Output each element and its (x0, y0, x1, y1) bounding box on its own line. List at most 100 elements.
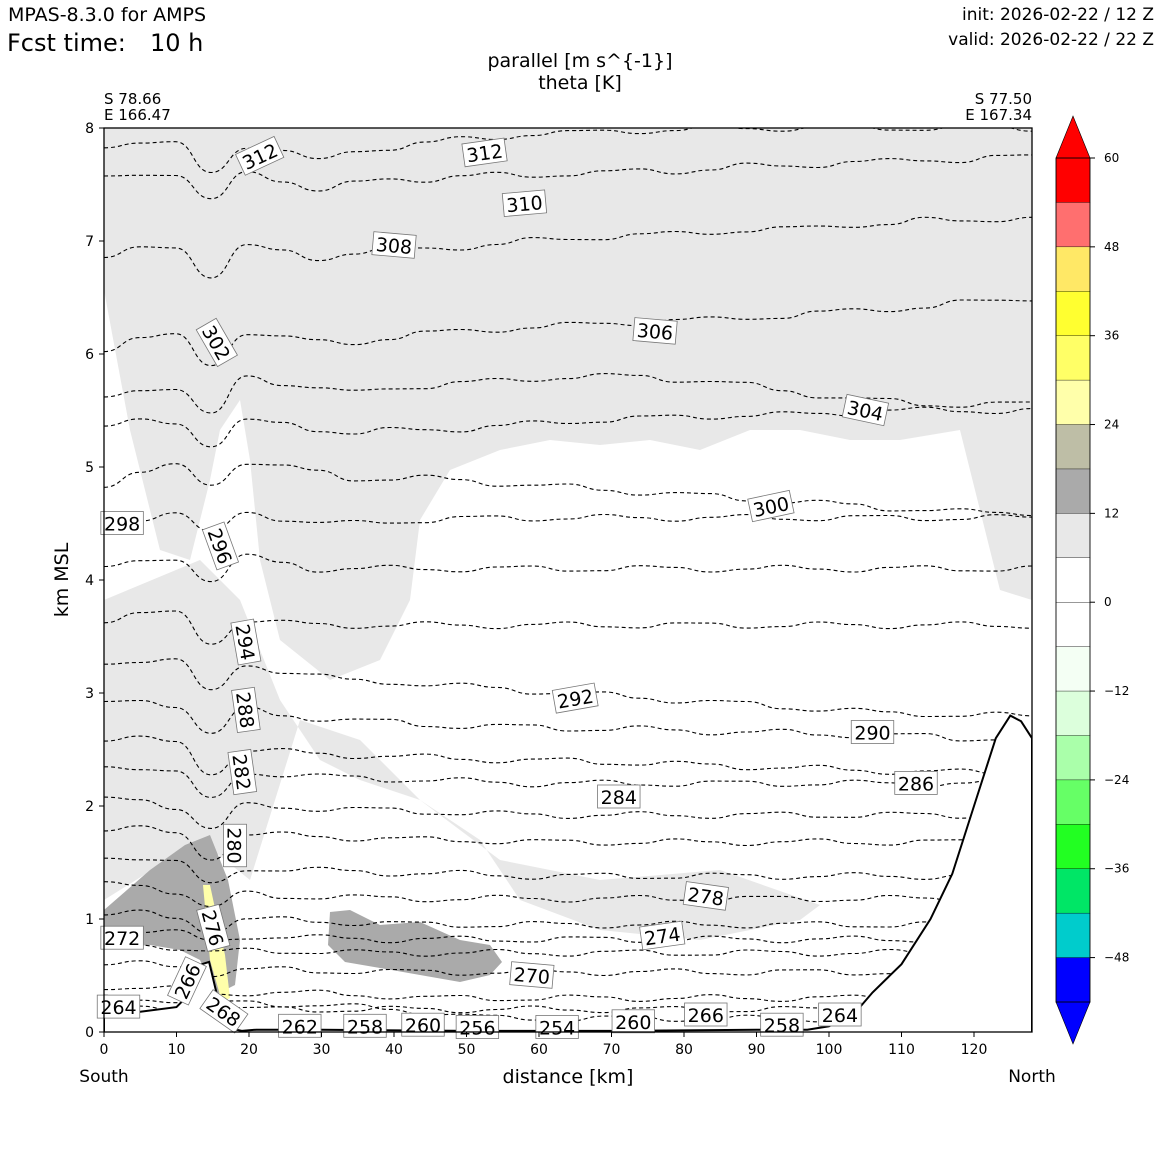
theta-label-284-box (597, 784, 641, 809)
colorbar-bin-9 (1055, 557, 1091, 603)
theta-label-278-box (682, 881, 729, 911)
theta-contour-286 (104, 766, 1032, 798)
theta-label-280-text: 280 (223, 827, 245, 863)
axes: 0 10 20 30 40 50 60 70 80 90 100 110 120 0 1 2 3 4 5 6 7 8 (85, 121, 987, 1058)
theta-label-286-box (894, 771, 938, 795)
theta-label-276-box (196, 903, 231, 952)
colorbar-bin-14 (1055, 779, 1091, 826)
theta-label-288-text: 288 (231, 691, 258, 730)
colorbar-bin-1 (1055, 202, 1091, 248)
theta-inline-label-6-box (611, 1009, 655, 1034)
y-axis-label: km MSL (51, 542, 73, 617)
theta-label-270: 270 (509, 961, 555, 989)
shade-mid-center (328, 910, 502, 982)
theta-label-264: 264 (96, 994, 141, 1019)
y-tick-label-3: 3 (85, 686, 94, 702)
colorbar-extend-min (1055, 1001, 1091, 1045)
x-tick-label-60: 60 (530, 1042, 548, 1058)
theta-contour-296 (104, 553, 1032, 583)
colorbar: 60 48 36 24 12 0 −12 −24 −36 −48 (1055, 115, 1129, 1045)
colorbar-tick-label-6: −12 (1104, 684, 1129, 698)
colorbar-tick-label-2: 36 (1104, 329, 1119, 343)
theta-contour-308 (104, 216, 1032, 279)
theta-inline-label-9-box (818, 1002, 862, 1027)
theta-label-272-text: 272 (104, 928, 140, 950)
y-tick-label-4: 4 (85, 573, 94, 589)
left-end-lat: S 78.66 (104, 90, 161, 108)
model-name: MPAS-8.3.0 for AMPS (8, 4, 207, 26)
colorbar-bin-15 (1055, 824, 1091, 870)
right-direction: North (1008, 1067, 1056, 1087)
theta-label-272: 272 (100, 925, 144, 950)
theta-label-298-box (100, 511, 144, 535)
theta-label-290: 290 (850, 720, 895, 745)
theta-label-274-box (639, 920, 686, 951)
theta-label-274: 274 (639, 920, 686, 951)
theta-inline-label-8: 258 (760, 1012, 804, 1037)
theta-contour-294 (104, 610, 1032, 645)
theta-inline-label-3-text: 260 (405, 1015, 441, 1037)
colorbar-bin-6 (1055, 424, 1091, 470)
theta-label-272-box (100, 925, 144, 950)
theta-inline-label-4: 256 (455, 1015, 500, 1040)
chart-title-line2: theta [K] (538, 72, 622, 94)
theta-label-282-box (227, 748, 258, 796)
theta-label-306-text: 306 (636, 320, 674, 345)
theta-contour-272 (104, 940, 1032, 957)
theta-inline-label-6-text: 260 (615, 1012, 651, 1034)
theta-contour-306 (104, 299, 1032, 367)
theta-label-288: 288 (231, 686, 261, 734)
theta-label-268-box (199, 989, 249, 1034)
theta-label-280: 280 (223, 823, 247, 868)
theta-label-286-text: 286 (898, 773, 934, 795)
theta-label-270-box (509, 961, 555, 989)
theta-contour-312 (104, 128, 1032, 174)
theta-label-308-box (371, 231, 417, 259)
theta-contour-300 (104, 463, 1032, 517)
chart-title-line1: parallel [m s^{-1}] (487, 50, 672, 72)
theta-inline-label-1: 262 (278, 1013, 322, 1038)
colorbar-bin-8 (1055, 513, 1091, 559)
theta-label-292: 292 (551, 682, 599, 714)
y-tick-label-8: 8 (85, 121, 94, 137)
theta-inline-label-4-text: 256 (459, 1018, 495, 1040)
theta-label-310-text: 310 (506, 192, 544, 217)
theta-contour-290 (104, 699, 1032, 742)
colorbar-bin-10 (1055, 602, 1091, 648)
theta-label-298: 298 (100, 511, 144, 536)
theta-label-282-text: 282 (227, 753, 254, 792)
theta-label-292-box (551, 682, 599, 714)
theta-label-270-text: 270 (513, 964, 551, 989)
theta-contour-298 (104, 511, 1032, 532)
theta-label-284-text: 284 (601, 787, 637, 809)
theta-label-300-box (747, 489, 795, 523)
x-tick-label-40: 40 (385, 1042, 403, 1058)
colorbar-tick-label-0: 60 (1104, 151, 1119, 165)
theta-label-288-box (231, 686, 261, 734)
theta-contour-280 (104, 857, 1032, 884)
theta-label-304-box (841, 393, 890, 427)
theta-inline-label-7: 266 (684, 1002, 728, 1027)
theta-contour-282 (104, 825, 1032, 861)
fcst-time-label: Fcst time: (7, 29, 126, 57)
colorbar-tick-label-3: 24 (1104, 418, 1119, 432)
x-tick-label-0: 0 (100, 1042, 109, 1058)
theta-inline-label-0-text: 312 (465, 140, 504, 167)
theta-inline-label-8-text: 258 (764, 1015, 800, 1037)
theta-inline-label-0-box (461, 137, 508, 168)
colorbar-bin-12 (1055, 690, 1091, 737)
theta-inline-label-5: 254 (535, 1015, 579, 1040)
left-direction: South (79, 1067, 128, 1087)
x-tick-label-120: 120 (961, 1042, 988, 1058)
theta-label-294: 294 (230, 618, 262, 666)
y-tick-label-2: 2 (85, 799, 94, 815)
theta-label-296-box (201, 521, 240, 571)
theta-contour-288 (104, 735, 1032, 776)
theta-contour-284 (104, 796, 1032, 829)
theta-inline-label-6: 260 (611, 1009, 655, 1034)
theta-inline-label-9-text: 264 (822, 1005, 858, 1027)
x-tick-label-110: 110 (888, 1042, 915, 1058)
colorbar-extend-max (1055, 115, 1091, 159)
shade-light-upper (104, 128, 1032, 680)
